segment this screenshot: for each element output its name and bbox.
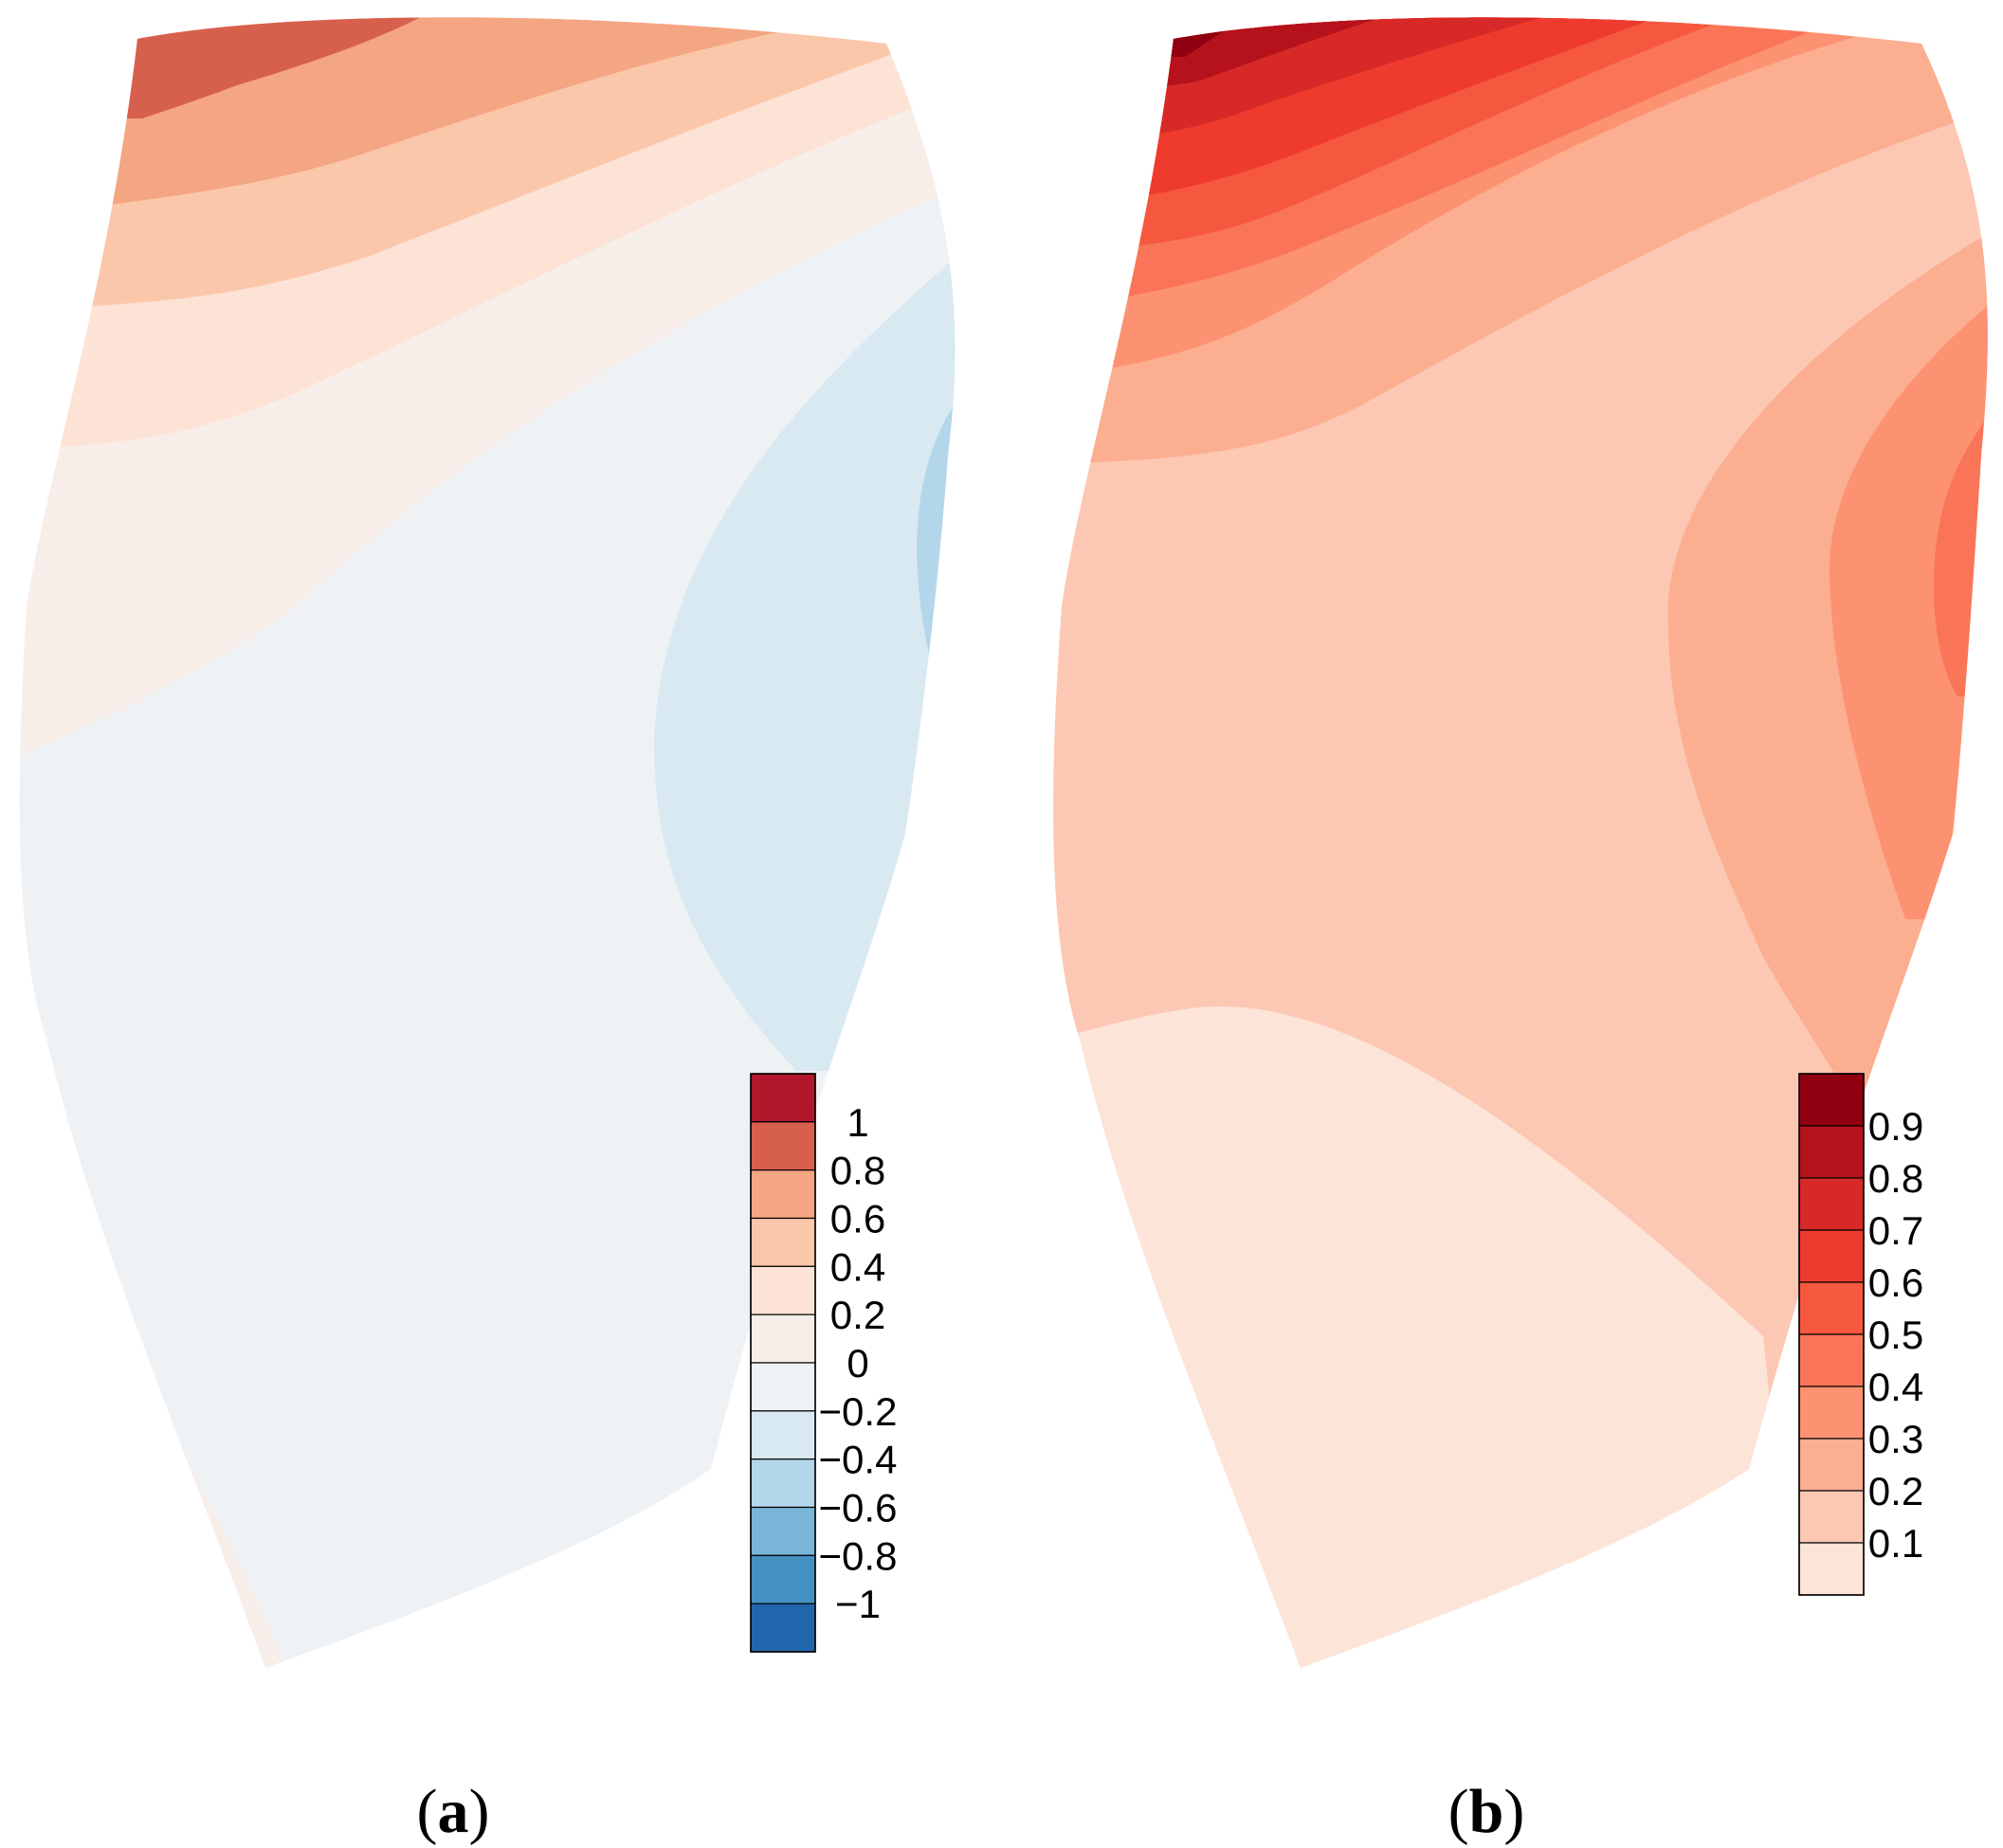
colorbar-a-tick-label: −0.8 [819,1533,898,1578]
colorbar-a-tick-label: −0.6 [819,1486,898,1531]
colorbar-b-tick-label: 0.3 [1868,1417,1923,1461]
colorbar-a-swatch [750,1410,816,1460]
colorbar-a: 10.80.60.40.20−0.2−0.4−0.6−0.8−1 [750,1073,898,1653]
contour-panel-b: 0.9 0.8 0.7 0.6 0.5 0.4 0.3 0.2 0.1 [1053,17,1988,1668]
colorbar-b-swatch [1798,1125,1865,1179]
region-b-0.3-to-0.4 [1830,303,1988,919]
contour-panel-a: 10.80.60.40.20−0.2−0.4−0.6−0.8−1 [19,17,956,1668]
panel-label-a: (a) [417,1777,490,1846]
colorbar-b-swatch [1798,1333,1865,1387]
colorbar-a-swatch [750,1265,816,1315]
colorbar-b-swatch [1798,1177,1865,1231]
colorbar-a-swatch [750,1362,816,1412]
colorbar-a-tick-label: −1 [835,1582,881,1626]
colorbar-a-swatch [750,1314,816,1364]
colorbar-a-swatch [750,1554,816,1604]
colorbar-a-swatch [750,1603,816,1653]
colorbar-b-swatch [1798,1386,1865,1440]
colorbar-b-tick-label: 0.7 [1868,1208,1923,1253]
colorbar-b-tick-label: 0.6 [1868,1260,1923,1305]
colorbar-b-frame [1798,1073,1865,1596]
colorbar-b-tick-label: 0.2 [1868,1469,1923,1513]
colorbar-a-swatch [750,1169,816,1220]
colorbar-a-tick-label: −0.4 [819,1438,898,1482]
colorbar-a-tick-label: 0.2 [830,1293,885,1337]
panel-label-b: (b) [1448,1777,1525,1846]
colorbar-a-swatch [750,1506,816,1556]
colorbar-b-swatch [1798,1438,1865,1492]
colorbar-b-swatch [1798,1229,1865,1283]
colorbar-a-frame [750,1073,816,1653]
colorbar-a-swatch [750,1458,816,1509]
colorbar-b-swatch [1798,1542,1865,1596]
colorbar-a-tick-label: −0.2 [819,1389,898,1434]
colorbar-b-tick-label: 0.4 [1868,1365,1923,1409]
colorbar-a-swatch [750,1073,816,1123]
colorbar-b-tick-label: 0.1 [1868,1521,1923,1566]
colorbar-a-tick-label: 0.6 [830,1197,885,1241]
colorbar-b-swatch [1798,1073,1865,1127]
colorbar-b-swatch [1798,1281,1865,1335]
colorbar-b: 0.9 0.8 0.7 0.6 0.5 0.4 0.3 0.2 0.1 [1798,1073,1923,1596]
colorbar-b-tick-label: 0.5 [1868,1313,1923,1357]
colorbar-a-tick-label: 0 [847,1341,868,1386]
colorbar-b-tick-label: 0.9 [1868,1104,1923,1149]
colorbar-a-swatch [750,1217,816,1267]
colorbar-a-tick-label: 0.4 [830,1244,885,1289]
colorbar-a-tick-label: 1 [847,1100,868,1145]
colorbar-b-tick-label: 0.8 [1868,1156,1923,1201]
colorbar-a-tick-label: 0.8 [830,1149,885,1193]
colorbar-b-swatch [1798,1490,1865,1544]
colorbar-a-swatch [750,1121,816,1171]
